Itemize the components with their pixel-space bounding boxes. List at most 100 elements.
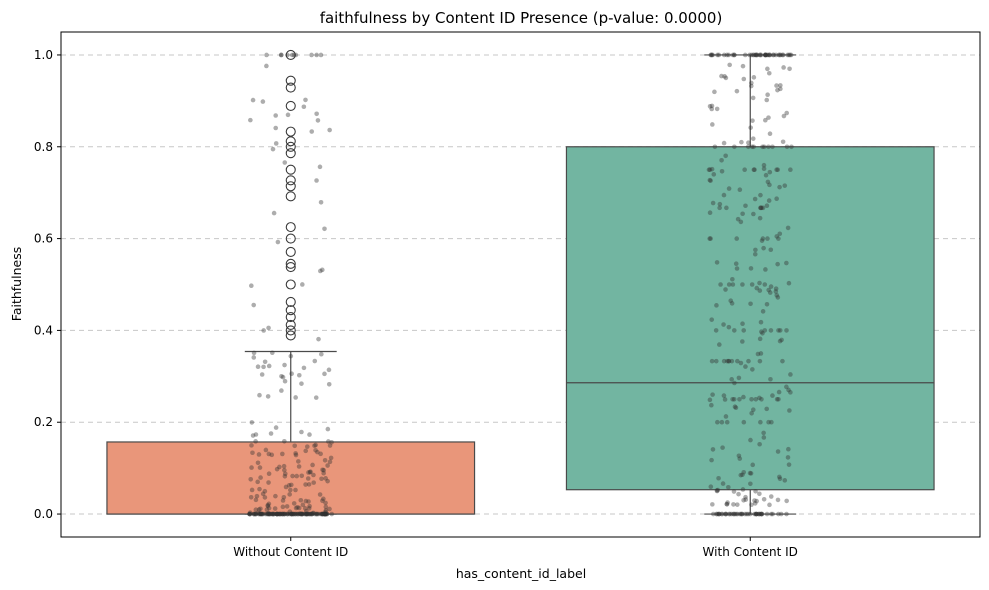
strip-point bbox=[258, 511, 264, 517]
strip-point bbox=[298, 511, 303, 517]
strip-point bbox=[320, 511, 326, 517]
strip-point bbox=[322, 457, 328, 463]
strip-point bbox=[314, 511, 320, 517]
strip-point bbox=[276, 511, 281, 517]
strip-point bbox=[264, 63, 269, 69]
strip-point bbox=[249, 420, 255, 425]
strip-point bbox=[752, 501, 758, 506]
strip-point bbox=[312, 358, 318, 364]
strip-point bbox=[738, 511, 744, 517]
strip-point bbox=[251, 511, 257, 517]
strip-point bbox=[326, 381, 332, 387]
strip-point bbox=[722, 74, 727, 79]
strip-point bbox=[266, 511, 271, 517]
strip-point bbox=[729, 301, 735, 306]
strip-point bbox=[751, 211, 756, 217]
strip-point bbox=[265, 394, 271, 399]
strip-point bbox=[723, 511, 728, 517]
strip-point bbox=[784, 498, 789, 504]
x-axis: Without Content ID With Content ID bbox=[233, 537, 798, 559]
strip-point bbox=[721, 358, 727, 364]
strip-point bbox=[322, 511, 327, 517]
strip-point bbox=[712, 89, 717, 95]
strip-point bbox=[774, 396, 780, 402]
strip-point bbox=[786, 446, 791, 452]
strip-point bbox=[707, 104, 713, 109]
strip-point bbox=[708, 52, 714, 58]
strip-point bbox=[284, 511, 290, 517]
strip-point bbox=[318, 451, 323, 457]
strip-point bbox=[721, 393, 727, 398]
strip-point bbox=[719, 419, 725, 425]
strip-point bbox=[323, 500, 328, 506]
strip-point bbox=[316, 336, 321, 342]
strip-point bbox=[273, 141, 279, 146]
strip-point bbox=[785, 52, 790, 58]
strip-point bbox=[758, 205, 764, 211]
strip-point bbox=[319, 511, 325, 517]
strip-point bbox=[732, 380, 737, 386]
strip-point bbox=[253, 511, 258, 517]
strip-point bbox=[260, 491, 266, 497]
strip-point bbox=[757, 358, 763, 364]
strip-point bbox=[323, 476, 328, 481]
strip-point bbox=[781, 113, 787, 119]
strip-point bbox=[303, 97, 308, 103]
strip-point bbox=[305, 476, 311, 481]
strip-point bbox=[262, 488, 268, 494]
strip-point bbox=[710, 502, 715, 507]
strip-point bbox=[263, 447, 269, 453]
strip-point bbox=[266, 511, 271, 517]
strip-point bbox=[305, 511, 311, 517]
strip-point bbox=[294, 511, 300, 517]
strip-point bbox=[767, 52, 772, 58]
strip-point bbox=[753, 247, 758, 253]
strip-point bbox=[734, 236, 740, 241]
strip-point bbox=[325, 478, 330, 484]
strip-point bbox=[763, 117, 768, 123]
strip-point bbox=[778, 86, 783, 92]
strip-point bbox=[323, 504, 329, 510]
strip-point bbox=[765, 92, 770, 98]
strip-point bbox=[298, 497, 304, 503]
strip-point bbox=[741, 394, 746, 400]
strip-point bbox=[719, 158, 724, 163]
strip-point bbox=[256, 510, 261, 516]
strip-point bbox=[319, 476, 324, 482]
strip-point bbox=[273, 425, 279, 430]
strip-point bbox=[709, 106, 715, 112]
strip-point bbox=[730, 276, 735, 282]
strip-point bbox=[767, 52, 773, 58]
strip-point bbox=[726, 358, 732, 364]
strip-point bbox=[784, 328, 789, 333]
strip-point bbox=[757, 288, 763, 293]
strip-point bbox=[735, 511, 740, 517]
strip-point bbox=[321, 467, 326, 473]
strip-point bbox=[289, 511, 295, 517]
strip-point bbox=[291, 511, 296, 517]
strip-point bbox=[722, 397, 728, 402]
strip-point bbox=[289, 52, 295, 58]
strip-point bbox=[770, 52, 776, 58]
outlier-point bbox=[285, 164, 296, 175]
strip-point bbox=[788, 372, 793, 377]
strip-point bbox=[265, 502, 271, 508]
strip-point bbox=[320, 467, 325, 473]
strip-point bbox=[749, 502, 754, 508]
strip-point bbox=[289, 482, 294, 488]
strip-point bbox=[768, 511, 774, 517]
strip-point bbox=[282, 467, 287, 473]
strip-point bbox=[737, 511, 743, 517]
strip-point bbox=[259, 511, 264, 517]
strip-point bbox=[781, 65, 786, 70]
strip-point bbox=[726, 186, 732, 191]
strip-point bbox=[741, 76, 747, 82]
strip-point bbox=[748, 301, 753, 307]
outlier-point bbox=[285, 222, 296, 233]
strip-point bbox=[773, 286, 779, 291]
strip-point bbox=[748, 481, 753, 487]
strip-point bbox=[300, 282, 305, 287]
strip-point bbox=[253, 511, 259, 517]
strip-point bbox=[762, 328, 768, 333]
strip-point bbox=[322, 226, 327, 232]
